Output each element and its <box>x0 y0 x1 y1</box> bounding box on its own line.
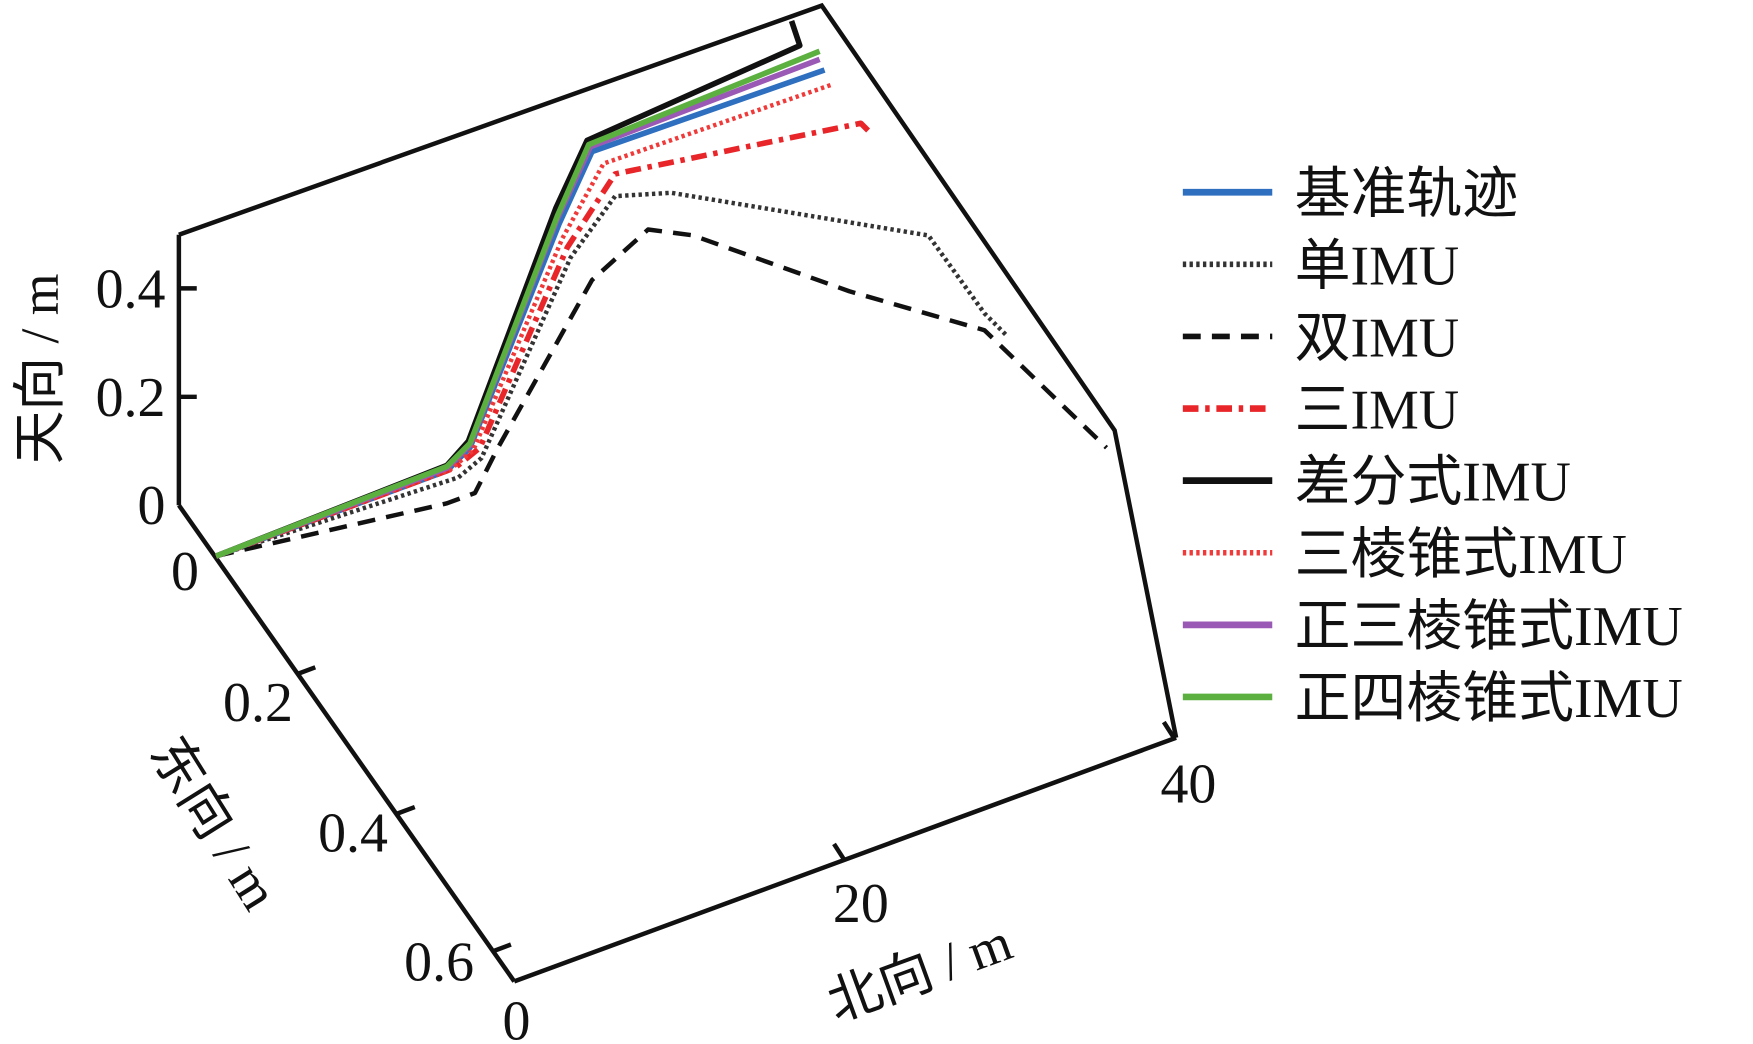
legend-label: 正四棱锥式IMU <box>1295 668 1683 730</box>
x-tick-label: 0 <box>503 991 531 1044</box>
y-axis-label: 东向 / m <box>138 726 290 920</box>
z-tick-label: 0 <box>138 475 166 537</box>
y-tick-label: 0 <box>171 541 199 603</box>
y-tick-label: 0.4 <box>318 803 388 865</box>
series-line-1 <box>215 190 1008 559</box>
tick-labels: 0.4 0.2 0 0 0.2 0.4 0.6 0 20 40 <box>96 258 1217 1044</box>
z-tick-label: 0.2 <box>96 367 166 429</box>
legend-label: 单IMU <box>1295 235 1460 297</box>
legend-label: 正三棱锥式IMU <box>1295 596 1683 658</box>
series-line-3 <box>215 120 875 559</box>
series-line-5 <box>215 82 834 559</box>
y-tick-label: 0.6 <box>404 931 474 993</box>
legend-label: 双IMU <box>1295 308 1460 370</box>
y-tick <box>492 942 512 954</box>
x-tick-label: 40 <box>1160 754 1216 816</box>
axes-box <box>176 2 1179 984</box>
x-tick <box>832 842 846 861</box>
legend-label: 基准轨迹 <box>1295 163 1519 225</box>
y-axis-line <box>177 503 517 983</box>
box-outline <box>178 2 1179 739</box>
z-tick-label: 0.4 <box>96 258 166 320</box>
legend-label: 差分式IMU <box>1295 452 1571 514</box>
y-tick <box>296 665 317 677</box>
legend-label: 三棱锥式IMU <box>1295 524 1627 586</box>
x-tick <box>1161 720 1176 739</box>
y-tick-label: 0.2 <box>223 672 293 734</box>
legend-label: 三IMU <box>1295 380 1460 442</box>
x-tick-label: 20 <box>833 873 889 935</box>
series-line-7 <box>215 48 821 559</box>
series-layer <box>215 20 1109 559</box>
x-axis-line <box>513 735 1177 984</box>
y-tick <box>396 804 416 816</box>
z-axis-label: 天向 / m <box>10 274 70 465</box>
